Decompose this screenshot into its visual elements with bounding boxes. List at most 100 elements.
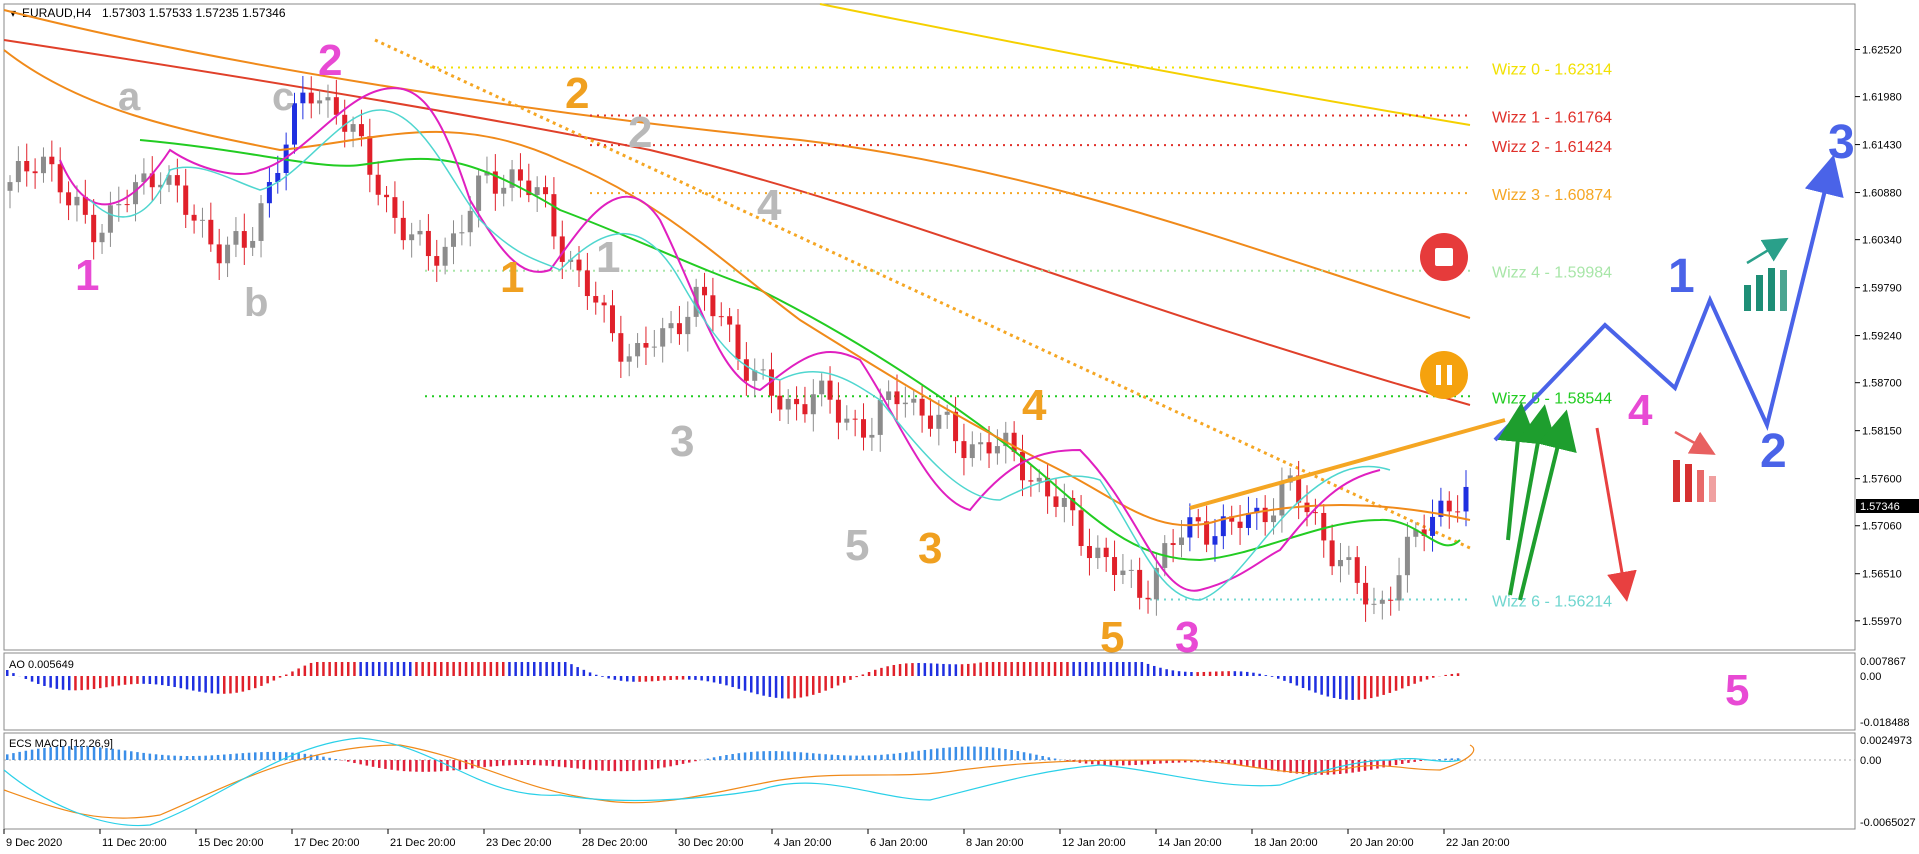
ao-bar [61,676,65,690]
candle [819,373,825,407]
macd-bar [359,760,362,765]
ao-bar [1394,676,1398,691]
ao-bar [681,676,685,680]
ao-bar [173,676,176,688]
ao-bar [1097,662,1100,676]
time-tick-label: 4 Jan 20:00 [774,837,832,849]
ao-bar [855,676,858,678]
ao-bar [1357,676,1361,700]
ao-bar [30,676,34,682]
macd-bar [1320,760,1323,775]
time-tick-label: 11 Dec 20:00 [102,837,167,849]
candle [919,385,925,433]
candle [869,417,875,451]
ao-bar [700,676,703,681]
macd-bar [241,753,245,760]
macd-bar [725,755,728,760]
ao-bar [694,676,697,680]
ao-bar [1270,676,1274,677]
macd-bar [1165,760,1168,764]
ao-tick-low: -0.018488 [1860,717,1910,729]
macd-bar [55,746,59,760]
ao-bar [1165,669,1168,676]
ao-bar [1060,662,1063,676]
macd-bar [694,760,697,762]
ao-bar [1078,662,1082,676]
macd-bar [1084,760,1088,764]
ao-bar [1016,662,1020,676]
price-tick-label: 1.62520 [1862,45,1902,57]
macd-bar [898,753,902,760]
macd-bar [564,760,567,768]
macd-bar [582,760,586,770]
ao-bar [235,676,238,693]
candle [425,214,431,271]
ao-bar [1326,676,1330,697]
candle [1178,520,1184,558]
macd-bar [1097,760,1100,765]
ma-cyan-line [89,109,1391,601]
ascending-resistance-line [1189,418,1506,510]
candle [651,329,657,357]
price-axis[interactable]: 1.62520 1.61980 1.61430 1.60880 1.60340 1.597… [1855,45,1902,628]
red-small-down-arrow [1674,430,1716,455]
ao-bar [942,663,945,676]
macd-bar [1146,760,1150,765]
candle [660,317,666,363]
macd-bar [489,760,493,767]
macd-bar [1153,760,1156,764]
time-axis[interactable]: 9 Dec 2020 11 Dec 20:00 15 Dec 20:00 17 Dec… [3,829,1510,849]
macd-bar [1438,759,1441,760]
macd-bar [526,760,530,766]
macd-bar [1332,760,1336,775]
macd-bar [638,760,641,771]
candle [342,99,348,148]
candle [1254,498,1260,530]
ao-bar [322,662,325,676]
ao-bar [514,662,517,676]
candle [961,423,967,476]
ao-bar [427,662,431,676]
candle [1371,587,1377,615]
time-tick-label: 15 Dec 20:00 [198,837,263,849]
ao-bar [260,676,263,686]
time-tick-label: 30 Dec 20:00 [678,837,743,849]
ao-bar [1345,676,1348,700]
ao-bar [396,662,400,676]
macd-bar [861,755,865,760]
ao-bar [272,676,276,681]
candle [1229,505,1235,535]
time-tick-label: 21 Dec 20:00 [390,837,455,849]
ao-bar [1171,670,1175,676]
ao-bar [706,676,710,682]
ao-bar [743,676,747,691]
macd-bar [1301,760,1305,775]
macd-bar [1103,760,1106,766]
candle [1404,522,1410,593]
macd-bar [824,754,827,760]
macd-bar [867,755,871,760]
candle [635,333,641,368]
candle [894,374,900,421]
ao-bar [1407,676,1410,687]
macd-bar [657,760,660,769]
macd-bar [92,746,96,760]
candle [559,220,565,280]
ao-bar [557,662,561,676]
candle [743,342,749,396]
ao-bar [303,665,307,676]
ao-bar [1208,671,1212,676]
ao-bar [954,664,958,676]
macd-tick-low: -0.0065027 [1860,817,1916,829]
ao-bar [1221,671,1224,676]
macd-bar [1394,760,1398,766]
candle [978,432,984,461]
time-tick-label: 18 Jan 20:00 [1254,837,1318,849]
ao-bar [570,664,573,676]
candle [936,400,942,446]
bearish-bars-icon [1673,460,1716,502]
ao-bar [130,676,133,685]
candle [877,388,883,452]
candle [66,181,72,221]
